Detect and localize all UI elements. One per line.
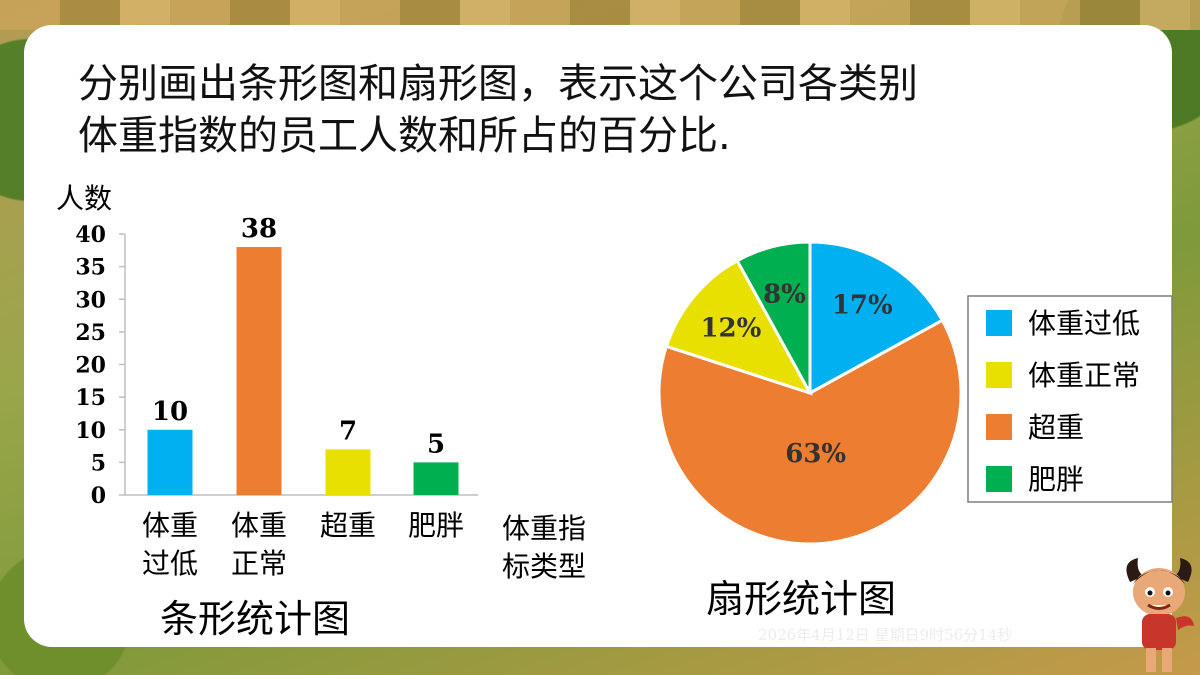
timestamp-watermark: 2026年4月12日 星期日9时56分14秒: [758, 626, 1013, 644]
pie-value-label: 63%: [785, 439, 846, 469]
legend-swatch: [986, 466, 1012, 492]
y-tick-label: 30: [75, 287, 106, 313]
bar-2: [236, 247, 282, 495]
bar-chart-xlabel-line1: 体重指: [502, 512, 586, 545]
bar-1: [147, 429, 193, 495]
pie-slice-4: [735, 240, 812, 394]
x-category-label: 过低: [142, 547, 198, 580]
y-tick-label: 5: [91, 450, 106, 476]
y-tick-label: 35: [75, 255, 106, 281]
legend-swatch: [986, 310, 1012, 336]
legend-label: 体重正常: [1028, 359, 1140, 392]
mascot-icon: [1126, 558, 1194, 672]
question-line-1: 分别画出条形图和扇形图，表示这个公司各类别: [78, 61, 918, 107]
x-category-label: 正常: [231, 547, 287, 580]
y-tick-label: 20: [75, 353, 106, 379]
legend-swatch: [986, 414, 1012, 440]
y-tick-label: 0: [91, 483, 106, 509]
bar-value-label: 7: [339, 416, 357, 446]
y-tick-label: 10: [75, 418, 106, 444]
pie-value-label: 8%: [763, 280, 806, 310]
bar-value-label: 10: [152, 397, 188, 427]
bar-chart-xlabel-line2: 标类型: [502, 550, 586, 583]
bar-value-label: 5: [427, 429, 445, 459]
x-category-label: 超重: [320, 509, 376, 542]
legend-label: 超重: [1028, 411, 1084, 444]
pie-slice-2: [657, 318, 963, 546]
pie-value-label: 12%: [700, 314, 761, 344]
x-category-label: 体重: [231, 509, 287, 542]
pie-chart-title: 扇形统计图: [706, 577, 896, 621]
legend-swatch: [986, 362, 1012, 388]
pie-slice-3: [664, 258, 814, 396]
x-category-label: 体重: [142, 509, 198, 542]
x-category-label: 肥胖: [408, 509, 464, 542]
pie-slice-1: [808, 240, 945, 396]
y-tick-label: 15: [75, 385, 106, 411]
pie-value-label: 17%: [832, 291, 893, 321]
legend-label: 肥胖: [1028, 463, 1084, 496]
legend-label: 体重过低: [1028, 307, 1140, 340]
y-tick-label: 25: [75, 320, 106, 346]
question-text: 分别画出条形图和扇形图，表示这个公司各类别 体重指数的员工人数和所占的百分比.: [78, 58, 1078, 162]
bar-chart-title: 条形统计图: [160, 597, 350, 641]
question-line-2: 体重指数的员工人数和所占的百分比.: [78, 113, 731, 159]
bar-3: [325, 449, 371, 495]
y-tick-label: 40: [75, 222, 106, 248]
bar-chart-ylabel: 人数: [56, 182, 112, 215]
bar-4: [413, 462, 459, 495]
bar-value-label: 38: [241, 214, 277, 244]
